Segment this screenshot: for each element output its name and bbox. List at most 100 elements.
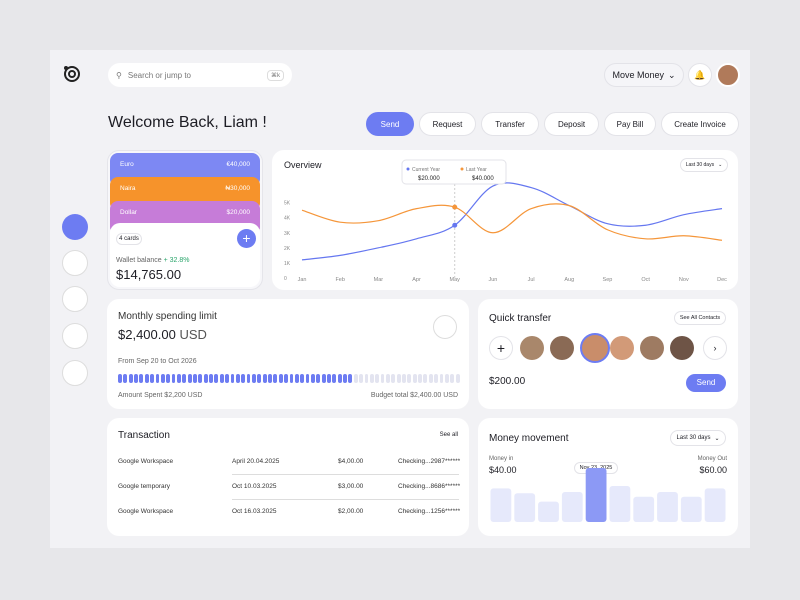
contact-avatar[interactable] (520, 336, 544, 360)
card-name: Euro (120, 161, 134, 168)
transaction-see-all[interactable]: See all (439, 432, 458, 438)
add-card-button[interactable]: + (237, 229, 256, 248)
hover-dot (452, 222, 458, 228)
tooltip-dot (406, 167, 410, 171)
hover-dot (452, 204, 458, 210)
nav-cards[interactable] (62, 286, 88, 312)
tooltip-value: $20.000 (418, 176, 440, 182)
progress-segment (268, 374, 272, 383)
action-button[interactable]: Request (419, 112, 476, 136)
progress-segment (214, 374, 219, 383)
series-line (301, 203, 723, 241)
card-name: Dollar (120, 209, 137, 216)
overview-title: Overview (284, 160, 322, 170)
movement-bar (538, 501, 559, 522)
progress-segment (300, 374, 305, 383)
progress-segment (155, 374, 160, 383)
progress-segment (118, 374, 122, 383)
action-button[interactable]: Create Invoice (661, 112, 739, 136)
quick-transfer-panel: Quick transfer See All Contacts + › $200… (478, 299, 738, 409)
progress-segment (193, 374, 197, 383)
progress-segment (144, 374, 149, 383)
progress-segment (203, 374, 208, 383)
see-all-contacts[interactable]: See All Contacts (674, 311, 726, 325)
progress-segment (123, 374, 128, 383)
contact-avatar[interactable] (640, 336, 664, 360)
action-button[interactable]: Deposit (544, 112, 599, 136)
tooltip-label: Last Year (466, 167, 487, 173)
notification-button[interactable]: 🔔 (688, 63, 712, 87)
contact-avatar[interactable] (550, 336, 574, 360)
progress-segment (278, 374, 283, 383)
progress-segment (434, 374, 439, 383)
search-box[interactable]: ⚲ Search or jump to ⌘k (108, 63, 292, 87)
x-tick-label: Dec (717, 277, 727, 283)
progress-segment (219, 374, 224, 383)
progress-segment (139, 374, 144, 383)
transaction-cell: $4,00.00 (338, 458, 364, 465)
progress-segment (160, 374, 165, 383)
contact-avatar[interactable] (610, 336, 634, 360)
progress-segment (316, 374, 321, 383)
nav-settings[interactable] (62, 360, 88, 386)
action-button[interactable]: Send (366, 112, 414, 136)
spending-panel: Monthly spending limit $2,400.00 USD Fro… (107, 299, 469, 409)
welcome-title: Welcome Back, Liam ! (108, 114, 267, 131)
transaction-cell: Checking...2987****** (398, 458, 461, 465)
card-amount: ₦30,000 (225, 185, 250, 192)
transaction-panel: Transaction See all Google Workspace Apri… (107, 418, 469, 536)
spending-range: From Sep 20 to Oct 2026 (118, 358, 197, 365)
contact-avatar[interactable] (580, 333, 610, 363)
nav-analytics[interactable] (62, 323, 88, 349)
money-movement-title: Money movement (489, 433, 569, 444)
card-amount: $20,000 (226, 209, 251, 216)
progress-segment (455, 374, 460, 383)
y-tick-label: 2K (284, 246, 291, 252)
action-button[interactable]: Transfer (481, 112, 539, 136)
card-icon[interactable] (433, 315, 457, 339)
progress-segment (375, 374, 380, 383)
contact-avatar[interactable] (670, 336, 694, 360)
search-shortcut: ⌘k (267, 69, 284, 81)
progress-segment (134, 374, 138, 383)
tooltip-box (401, 159, 507, 185)
y-tick-label: 0 (284, 276, 287, 282)
move-money-button[interactable]: Move Money ⌄ (604, 63, 684, 87)
progress-segment (402, 374, 406, 383)
progress-segment (209, 374, 213, 383)
overview-period[interactable]: Last 30 days ⌄ (680, 158, 728, 172)
send-button[interactable]: Send (686, 374, 726, 392)
balance-label: Wallet balance + 32.8% (116, 257, 190, 264)
next-contacts[interactable]: › (703, 336, 727, 360)
progress-segment (166, 374, 171, 383)
balance-label-text: Wallet balance (116, 257, 162, 264)
transaction-cell: Oct 10.03.2025 (232, 483, 277, 490)
movement-bar (609, 486, 631, 522)
money-movement-period[interactable]: Last 30 days ⌄ (670, 430, 726, 446)
nav-tasks[interactable] (62, 250, 88, 276)
action-button[interactable]: Pay Bill (604, 112, 656, 136)
progress-segment (380, 374, 385, 383)
progress-segment (284, 374, 288, 383)
movement-bar (490, 488, 512, 522)
wallet-balance: $14,765.00 (116, 267, 182, 282)
nav-home[interactable] (62, 214, 88, 240)
progress-segment (418, 374, 422, 383)
chart-tooltip: Current Year $20.000 Last Year $40.000 (401, 159, 507, 185)
progress-segment (439, 374, 444, 383)
x-tick-label: Sep (603, 277, 613, 283)
progress-segment (327, 374, 331, 383)
y-tick-label: 3K (284, 231, 291, 237)
add-contact[interactable]: + (489, 336, 513, 360)
spending-amount: $2,400.00 USD (118, 327, 207, 342)
progress-segment (343, 374, 347, 383)
card-amount: €40,000 (226, 161, 251, 168)
transaction-title: Transaction (118, 430, 170, 441)
money-in: $40.00 (489, 465, 517, 475)
spending-unit: USD (179, 327, 207, 342)
transaction-cell: Oct 16.03.2025 (232, 508, 277, 515)
user-avatar[interactable] (716, 63, 740, 87)
overview-period-label: Last 30 days (685, 162, 715, 168)
balance-change: + 32.8% (163, 257, 190, 264)
y-tick-label: 4K (284, 216, 291, 222)
